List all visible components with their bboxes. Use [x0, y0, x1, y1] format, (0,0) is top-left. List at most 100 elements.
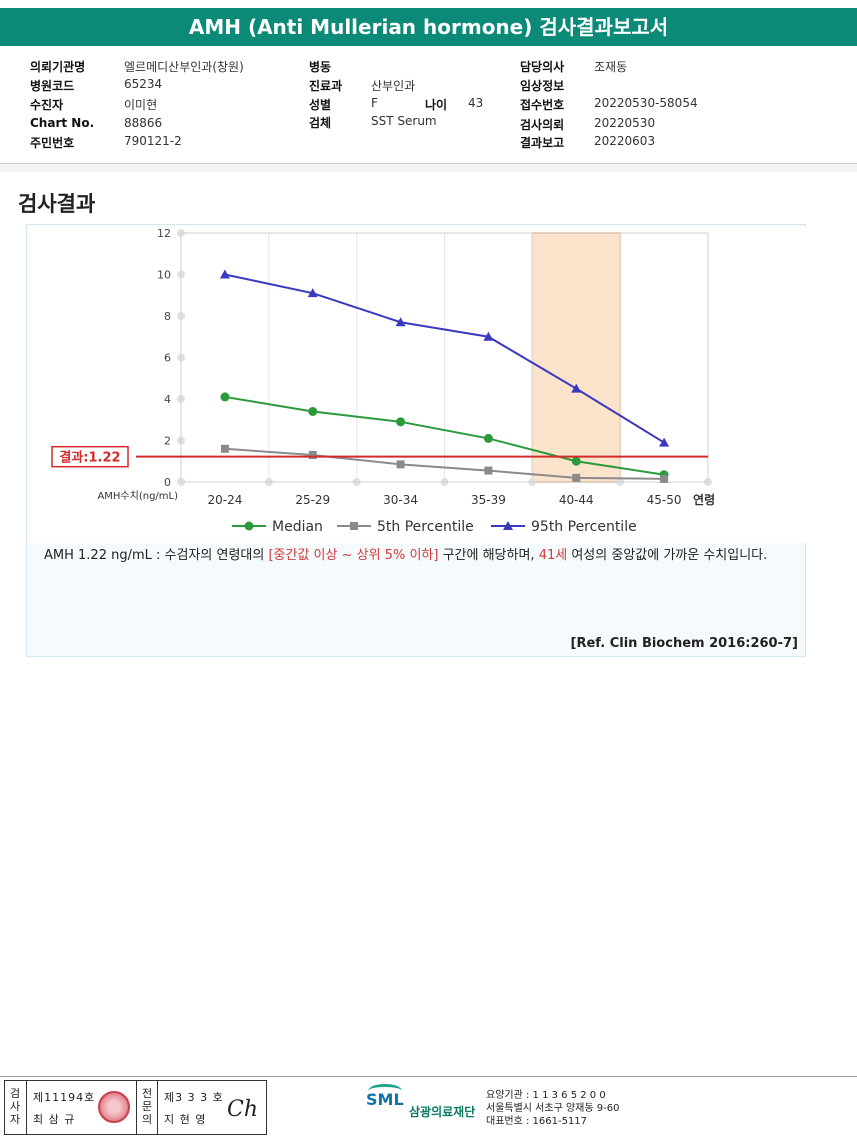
report-date-value: 20220603 [594, 134, 656, 148]
point-5th-percentile [220, 444, 229, 453]
receipt-value: 20220530-58054 [594, 96, 698, 110]
x-tick-label: 20-24 [207, 493, 242, 507]
clinical-label: 임상정보 [520, 79, 565, 93]
hospital-label: 의뢰기관명 [30, 60, 86, 74]
address: 서울특별시 서초구 양재동 9-60 [486, 1103, 620, 1114]
phone: 대표번호 : 1661-5117 [486, 1116, 588, 1127]
patient-value: 이미현 [124, 98, 158, 112]
result-panel [26, 224, 806, 657]
ward-label: 병동 [309, 60, 332, 74]
series-line-95th-percentile [224, 273, 665, 444]
point-median [483, 433, 493, 443]
signature-icon: Ch [227, 1097, 259, 1122]
organization-name: 삼광의료재단 [409, 1105, 476, 1119]
x-tick-label: 35-39 [471, 493, 506, 507]
legend-marker-95th-percentile [503, 521, 513, 530]
plot-frame [180, 232, 709, 483]
point-median [308, 406, 318, 416]
institution-code: 요양기관 : 1 1 3 6 5 2 0 0 [486, 1090, 606, 1101]
doctor-name: 지 현 영 [164, 1113, 207, 1126]
request-label: 검사의뢰 [520, 118, 565, 132]
note-highlight-range: [중간값 이상 ~ 상위 5% 이하] [268, 548, 439, 563]
series-line-5th-percentile [224, 447, 665, 480]
report-title: AMH (Anti Mullerian hormone) 검사결과보고서 [0, 8, 857, 46]
chart-background [28, 226, 806, 543]
x-tick-label: 40-44 [559, 493, 594, 507]
y-axis-label: AMH수치(ng/mL) [97, 490, 178, 502]
point-median [220, 392, 230, 402]
hospital-value: 엘르메디산부인과(창원) [124, 60, 244, 74]
point-5th-percentile [396, 460, 405, 469]
y-tick-label: 6 [164, 352, 171, 365]
point-median [571, 456, 581, 466]
y-tick-label: 12 [157, 227, 171, 240]
point-95th-percentile [483, 331, 494, 341]
examiner-name: 최 삼 규 [33, 1113, 76, 1126]
hospital-code-label: 병원코드 [30, 79, 75, 93]
id-value: 790121-2 [124, 134, 182, 148]
x-tick-label: 30-34 [383, 493, 418, 507]
doctor-label: 담당의사 [520, 60, 565, 74]
x-axis-label: 연령 [693, 492, 715, 507]
dept-value: 산부인과 [371, 79, 416, 93]
legend-label-5th-percentile: 5th Percentile [377, 519, 474, 535]
hospital-code-value: 65234 [124, 77, 163, 91]
organization-address: 요양기관 : 1 1 3 6 5 2 0 0 서울특별시 서초구 양재동 9-6… [486, 1089, 619, 1128]
examiner-number: 제11194호 [33, 1091, 96, 1104]
chart-no-label: Chart No. [30, 116, 95, 130]
specimen-label: 검체 [309, 116, 332, 130]
y-tick-label: 8 [164, 310, 171, 323]
legend-label-95th-percentile: 95th Percentile [531, 519, 637, 535]
section-title: 검사결과 [18, 192, 96, 216]
chart-no-value: 88866 [124, 116, 163, 130]
note-highlight-age: 41세 [538, 548, 568, 563]
point-95th-percentile [395, 317, 406, 327]
doctor-value: 조재동 [594, 60, 628, 74]
point-95th-percentile [659, 437, 670, 447]
age-label: 나이 [425, 98, 448, 112]
doctor-number: 제3 3 3 호 [164, 1091, 224, 1104]
point-5th-percentile [484, 466, 493, 475]
sex-label: 성별 [309, 98, 332, 112]
point-5th-percentile [308, 451, 317, 460]
divider-band [0, 164, 857, 172]
footer-divider [0, 1076, 857, 1077]
point-5th-percentile [572, 473, 581, 482]
sml-logo-arc-icon [368, 1084, 402, 1098]
sex-value: F [371, 96, 378, 110]
patient-label: 수진자 [30, 98, 64, 112]
series-line-median [224, 395, 665, 476]
point-median [396, 417, 406, 427]
dept-label: 진료과 [309, 79, 343, 93]
patient-info: 의뢰기관명 엘르메디산부인과(창원) 병원코드 65234 수진자 이미현 Ch… [0, 52, 857, 164]
point-95th-percentile [219, 269, 230, 279]
point-95th-percentile [307, 288, 318, 298]
x-tick-label: 45-50 [647, 493, 682, 507]
y-tick-label: 0 [164, 476, 171, 489]
result-label: 결과:1.22 [59, 450, 120, 466]
seal-stamp-icon [98, 1091, 130, 1123]
highlight-age-band [531, 232, 621, 483]
age-value: 43 [468, 96, 484, 110]
y-tick-label: 2 [164, 435, 171, 448]
reference: [Ref. Clin Biochem 2016:260-7] [570, 636, 798, 651]
amh-chart: 0 2 4 6 8 10 12 20-24 25-29 30-34 35-39 40-44 45-50 연… [51, 227, 715, 535]
x-tick-label: 25-29 [295, 493, 330, 507]
point-5th-percentile [660, 474, 669, 483]
legend-marker-median [244, 521, 254, 531]
point-95th-percentile [571, 383, 582, 393]
y-tick-label: 10 [157, 269, 171, 282]
sml-logo: SML [366, 1090, 404, 1109]
legend-label-median: Median [272, 519, 323, 535]
note-text-2: 구간에 해당하며, [438, 548, 539, 563]
legend-marker-5th-percentile [350, 522, 358, 530]
request-value: 20220530 [594, 116, 656, 130]
note-text-1: AMH 1.22 ng/mL : 수검자의 연령대의 [44, 548, 269, 563]
result-note: AMH 1.22 ng/mL : 수검자의 연령대의 [중간값 이상 ~ 상위 … [44, 545, 804, 566]
note-text-3: 여성의 중앙값에 가까운 수치입니다. [567, 548, 768, 563]
